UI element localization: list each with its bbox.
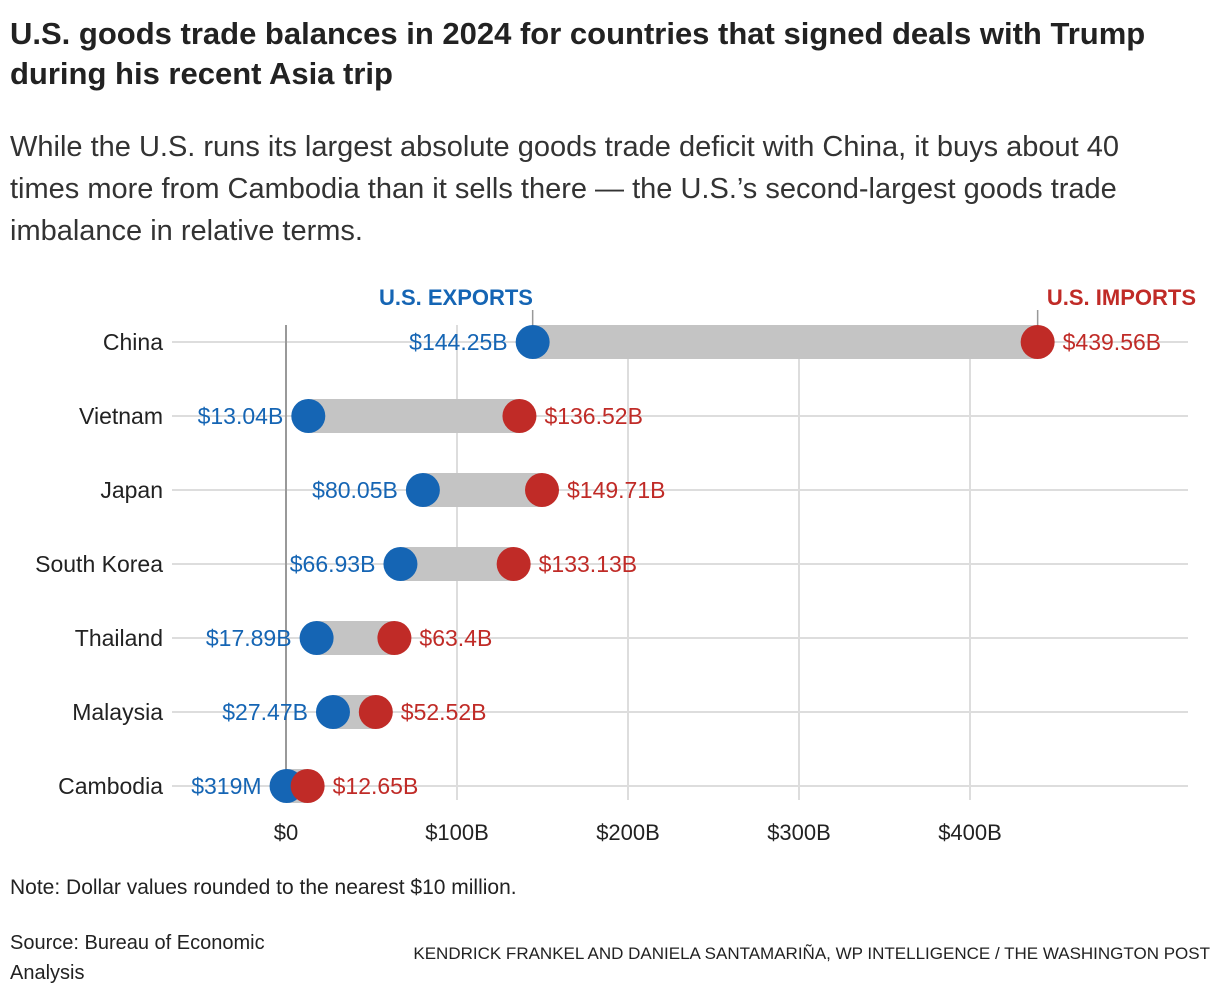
category-label: Cambodia [58, 773, 163, 799]
category-label: Malaysia [72, 699, 163, 725]
imports-dot [290, 769, 325, 803]
dumbbell-bar [400, 547, 514, 581]
imports-dot [377, 621, 412, 655]
chart-note: Note: Dollar values rounded to the neare… [10, 876, 517, 899]
imports-dot [502, 399, 537, 433]
exports-value-label: $319M [191, 773, 261, 799]
x-tick-label: $300B [767, 820, 831, 845]
x-tick-label: $0 [274, 820, 298, 845]
category-label: South Korea [35, 551, 163, 577]
category-label: China [103, 329, 163, 355]
category-label: Vietnam [79, 403, 163, 429]
exports-value-label: $27.47B [222, 699, 308, 725]
imports-value-label: $12.65B [333, 773, 419, 799]
x-tick-label: $400B [938, 820, 1002, 845]
exports-dot [299, 621, 334, 655]
exports-dot [405, 473, 440, 507]
exports-dot [515, 325, 550, 359]
category-label: Japan [100, 477, 163, 503]
dumbbell-bar [308, 399, 520, 433]
imports-value-label: $439.56B [1063, 329, 1161, 355]
imports-value-label: $149.71B [567, 477, 665, 503]
imports-dot [358, 695, 393, 729]
chart-subtitle: While the U.S. runs its largest absolute… [10, 131, 1120, 247]
exports-dot [315, 695, 350, 729]
category-label: Thailand [75, 625, 163, 651]
dumbbell-bar [532, 325, 1038, 359]
imports-dot [525, 473, 560, 507]
imports-dot [496, 547, 531, 581]
x-tick-label: $200B [596, 820, 660, 845]
legend-imports: U.S. IMPORTS [1047, 285, 1196, 310]
imports-dot [1020, 325, 1055, 359]
chart-credit: KENDRICK FRANKEL AND DANIELA SANTAMARIÑA… [413, 944, 1210, 963]
exports-value-label: $80.05B [312, 477, 398, 503]
imports-value-label: $133.13B [539, 551, 637, 577]
dumbbell-bar [422, 473, 543, 507]
imports-value-label: $63.4B [419, 625, 492, 651]
chart-source: Source: Bureau of Economic Analysis [10, 932, 265, 984]
x-tick-label: $100B [425, 820, 489, 845]
imports-value-label: $52.52B [401, 699, 487, 725]
exports-value-label: $17.89B [206, 625, 292, 651]
exports-dot [291, 399, 326, 433]
exports-dot [383, 547, 418, 581]
legend-exports: U.S. EXPORTS [379, 285, 533, 310]
exports-value-label: $13.04B [198, 403, 284, 429]
exports-value-label: $144.25B [409, 329, 507, 355]
chart-title: U.S. goods trade balances in 2024 for co… [10, 16, 1146, 91]
imports-value-label: $136.52B [544, 403, 642, 429]
exports-value-label: $66.93B [290, 551, 376, 577]
